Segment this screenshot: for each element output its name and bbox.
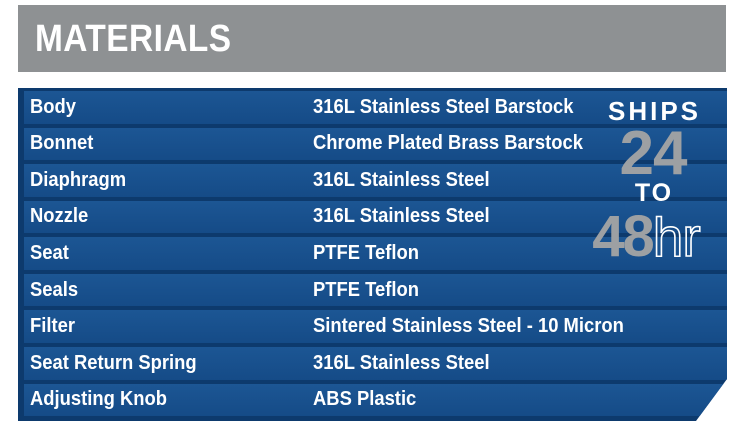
material-value: Chrome Plated Brass Barstock (313, 132, 583, 155)
material-value-cell: 316L Stainless Steel (313, 352, 727, 375)
material-part-label: Diaphragm (30, 168, 127, 191)
material-value-cell: ABS Plastic (313, 388, 727, 411)
materials-table: Body 316L Stainless Steel Barstock Bonne… (18, 88, 727, 421)
material-part-cell: Nozzle (24, 205, 313, 228)
table-row: Body 316L Stainless Steel Barstock (24, 91, 727, 124)
table-row: Seals PTFE Teflon (24, 274, 727, 307)
material-value-cell: 316L Stainless Steel Barstock (313, 96, 727, 119)
material-value-cell: Chrome Plated Brass Barstock (313, 132, 727, 155)
table-row: Bonnet Chrome Plated Brass Barstock (24, 128, 727, 161)
material-part-label: Filter (30, 315, 75, 338)
material-part-cell: Seals (24, 279, 313, 302)
badge-ships-text: SHIPS (607, 96, 702, 126)
material-part-cell: Body (24, 96, 313, 119)
material-part-cell: Diaphragm (24, 169, 313, 192)
material-value: 316L Stainless Steel Barstock (313, 95, 574, 118)
material-value-cell: PTFE Teflon (313, 242, 727, 265)
material-part-cell: Adjusting Knob (24, 388, 313, 411)
material-part-label: Seat (30, 242, 69, 265)
material-value: PTFE Teflon (313, 278, 419, 301)
material-value-cell: Sintered Stainless Steel - 10 Micron (313, 315, 727, 338)
section-title: MATERIALS (35, 17, 232, 60)
badge-48hr-row: 48hr (592, 214, 699, 259)
material-part-label: Seals (30, 278, 79, 301)
material-value-cell: 316L Stainless Steel (313, 169, 727, 192)
section-header-band: MATERIALS (18, 5, 726, 72)
material-value: ABS Plastic (313, 388, 417, 411)
badge-hr-unit-text: hr (652, 206, 700, 269)
material-part-label: Seat Return Spring (30, 351, 197, 374)
material-value: 316L Stainless Steel (313, 168, 490, 191)
table-row: Diaphragm 316L Stainless Steel (24, 164, 727, 197)
material-value: Sintered Stainless Steel - 10 Micron (313, 315, 624, 338)
material-part-label: Adjusting Knob (30, 388, 167, 411)
material-value: PTFE Teflon (313, 242, 419, 265)
table-row: Seat Return Spring 316L Stainless Steel (24, 347, 727, 380)
badge-24-text: 24 (619, 119, 687, 188)
badge-48-text: 48 (592, 204, 653, 270)
material-part-label: Nozzle (30, 205, 89, 228)
table-row: Nozzle 316L Stainless Steel (24, 201, 727, 234)
material-part-label: Bonnet (30, 132, 94, 155)
material-value: 316L Stainless Steel (313, 205, 490, 228)
material-value-cell: PTFE Teflon (313, 279, 727, 302)
material-part-cell: Filter (24, 315, 313, 338)
material-part-cell: Seat (24, 242, 313, 265)
materials-rows: Body 316L Stainless Steel Barstock Bonne… (24, 91, 727, 416)
material-value: 316L Stainless Steel (313, 351, 490, 374)
material-value-cell: 316L Stainless Steel (313, 205, 727, 228)
table-row: Seat PTFE Teflon (24, 237, 727, 270)
table-row: Adjusting Knob ABS Plastic (24, 384, 727, 417)
table-row: Filter Sintered Stainless Steel - 10 Mic… (24, 310, 727, 343)
material-part-label: Body (30, 95, 76, 118)
material-part-cell: Seat Return Spring (24, 352, 313, 375)
badge-to-text: TO (634, 179, 674, 208)
ships-24-to-48hr-badge: SHIPS 24 TO 48hr (585, 98, 721, 260)
material-part-cell: Bonnet (24, 132, 313, 155)
